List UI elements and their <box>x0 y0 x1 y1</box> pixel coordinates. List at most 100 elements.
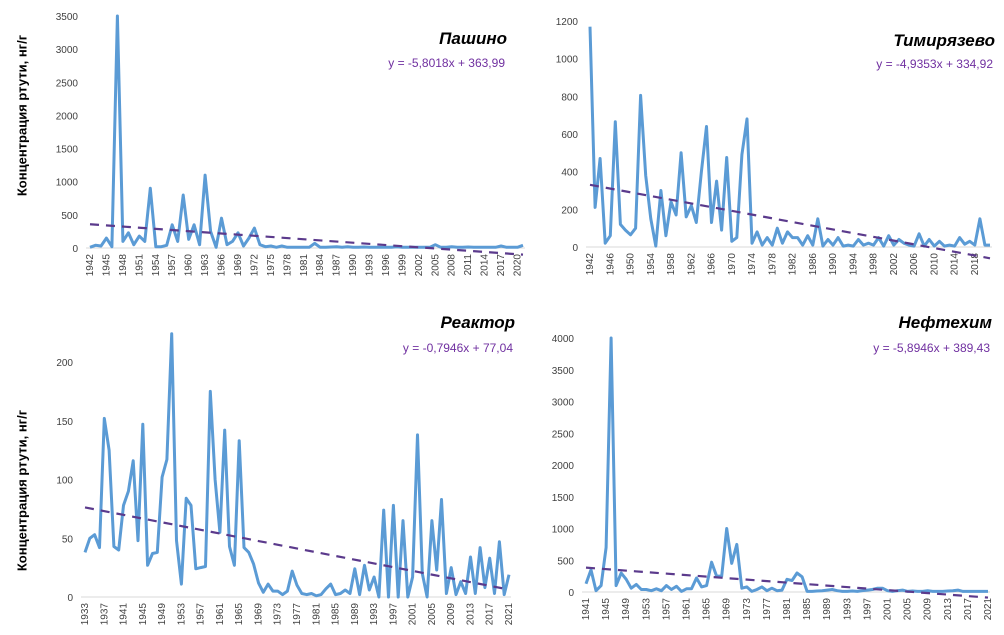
x-tick-label: 1981 <box>311 603 322 626</box>
y-tick-label: 2500 <box>552 429 575 440</box>
x-tick-label: 1990 <box>348 254 359 277</box>
x-tick-label: 1953 <box>176 603 187 626</box>
y-tick-label: 400 <box>561 168 578 179</box>
x-tick-label: 2014 <box>480 254 491 277</box>
x-tick-label: 1958 <box>666 253 677 276</box>
y-tick-label: 2000 <box>56 111 79 122</box>
x-tick-label: 1981 <box>299 254 310 277</box>
x-tick-label: 2006 <box>909 253 920 276</box>
y-axis-title-3: Концентрация ртути, нг/г <box>14 409 30 572</box>
y-tick-label: 3000 <box>56 45 79 56</box>
trend-equation: y = -5,8946x + 389,43 <box>873 341 990 355</box>
x-tick-label: 2017 <box>485 603 496 626</box>
x-tick-label: 1945 <box>138 603 149 626</box>
x-tick-label: 2009 <box>446 603 457 626</box>
y-tick-label: 1000 <box>556 55 579 66</box>
x-tick-label: 1978 <box>767 253 778 276</box>
x-tick-label: 1969 <box>722 598 733 621</box>
x-tick-label: 1953 <box>641 598 652 621</box>
x-tick-label: 1973 <box>273 603 284 626</box>
y-tick-label: 1000 <box>552 525 575 536</box>
trend-equation: y = -0,7946x + 77,04 <box>403 341 513 355</box>
x-tick-label: 2021 <box>504 603 515 626</box>
y-tick-label: 200 <box>56 358 73 369</box>
x-tick-label: 2014 <box>950 253 961 276</box>
x-tick-label: 1972 <box>249 254 260 277</box>
trend-line <box>84 506 510 591</box>
x-tick-label: 1957 <box>167 254 178 277</box>
trend-line <box>585 566 989 599</box>
x-tick-label: 2018 <box>970 253 981 276</box>
x-tick-label: 1951 <box>134 254 145 277</box>
x-tick-label: 1989 <box>822 598 833 621</box>
x-tick-label: 2005 <box>903 598 914 621</box>
y-tick-label: 4000 <box>552 334 575 345</box>
x-tick-label: 1965 <box>234 603 245 626</box>
x-tick-label: 1974 <box>747 253 758 276</box>
x-tick-label: 1960 <box>184 254 195 277</box>
x-tick-label: 1949 <box>621 598 632 621</box>
data-series-line <box>83 332 511 599</box>
x-tick-label: 1985 <box>802 598 813 621</box>
y-tick-label: 150 <box>56 417 73 428</box>
x-tick-label: 1948 <box>118 254 129 277</box>
x-tick-label: 1954 <box>646 253 657 276</box>
x-tick-label: 2001 <box>883 598 894 621</box>
data-series-line <box>89 14 524 249</box>
y-tick-label: 600 <box>561 130 578 141</box>
y-tick-label: 3000 <box>552 398 575 409</box>
y-tick-label: 3500 <box>56 12 79 23</box>
x-tick-label: 2001 <box>408 603 419 626</box>
x-tick-label: 1987 <box>332 254 343 277</box>
trend-line <box>589 183 991 260</box>
x-tick-label: 1946 <box>605 253 616 276</box>
y-tick-label: 0 <box>72 244 78 255</box>
x-tick-label: 1984 <box>315 254 326 277</box>
x-tick-label: 1957 <box>661 598 672 621</box>
x-tick-label: 1957 <box>196 603 207 626</box>
x-tick-label: 1942 <box>585 253 596 276</box>
y-tick-label: 3500 <box>552 366 575 377</box>
x-tick-label: 1966 <box>707 253 718 276</box>
chart-title: Реактор <box>440 313 515 332</box>
chart-3: 0 50 100 150 200 1933 1937 1941 1945 1949 1953 1957… <box>56 313 515 625</box>
data-series-line <box>584 336 988 593</box>
chart-title: Нефтехим <box>898 313 992 332</box>
x-tick-label: 1975 <box>266 254 277 277</box>
chart-2: 0 200 400 600 800 1000 1200 1942 1946 1950 1954 195… <box>556 17 995 275</box>
y-tick-label: 1200 <box>556 17 579 28</box>
y-tick-label: 0 <box>572 243 578 254</box>
x-tick-label: 1937 <box>99 603 110 626</box>
x-tick-label: 2002 <box>414 254 425 277</box>
y-tick-label: 1000 <box>56 178 79 189</box>
data-series-line <box>588 26 990 248</box>
y-tick-label: 200 <box>561 205 578 216</box>
x-tick-label: 1997 <box>388 603 399 626</box>
y-tick-label: 1500 <box>552 493 575 504</box>
x-tick-label: 1993 <box>365 254 376 277</box>
x-tick-label: 1993 <box>842 598 853 621</box>
x-tick-label: 1981 <box>782 598 793 621</box>
x-tick-label: 1961 <box>215 603 226 626</box>
x-tick-label: 1965 <box>702 598 713 621</box>
x-tick-label: 1945 <box>101 254 112 277</box>
x-tick-label: 1996 <box>381 254 392 277</box>
trend-equation: y = -4,9353x + 334,92 <box>876 57 993 71</box>
x-tick-label: 2013 <box>465 603 476 626</box>
chart-title: Пашино <box>439 29 507 48</box>
x-tick-label: 1954 <box>151 254 162 277</box>
x-tick-label: 2002 <box>889 253 900 276</box>
y-axis-title-1: Концентрация ртути, нг/г <box>14 34 30 197</box>
y-tick-label: 2500 <box>56 78 79 89</box>
x-tick-label: 1973 <box>742 598 753 621</box>
y-tick-label: 100 <box>56 476 73 487</box>
x-tick-label: 2010 <box>929 253 940 276</box>
x-tick-label: 1945 <box>601 598 612 621</box>
x-tick-label: 1985 <box>331 603 342 626</box>
x-tick-label: 1949 <box>157 603 168 626</box>
x-tick-label: 2013 <box>943 598 954 621</box>
y-tick-label: 500 <box>61 211 78 222</box>
trend-line <box>89 223 524 256</box>
x-tick-label: 1962 <box>686 253 697 276</box>
